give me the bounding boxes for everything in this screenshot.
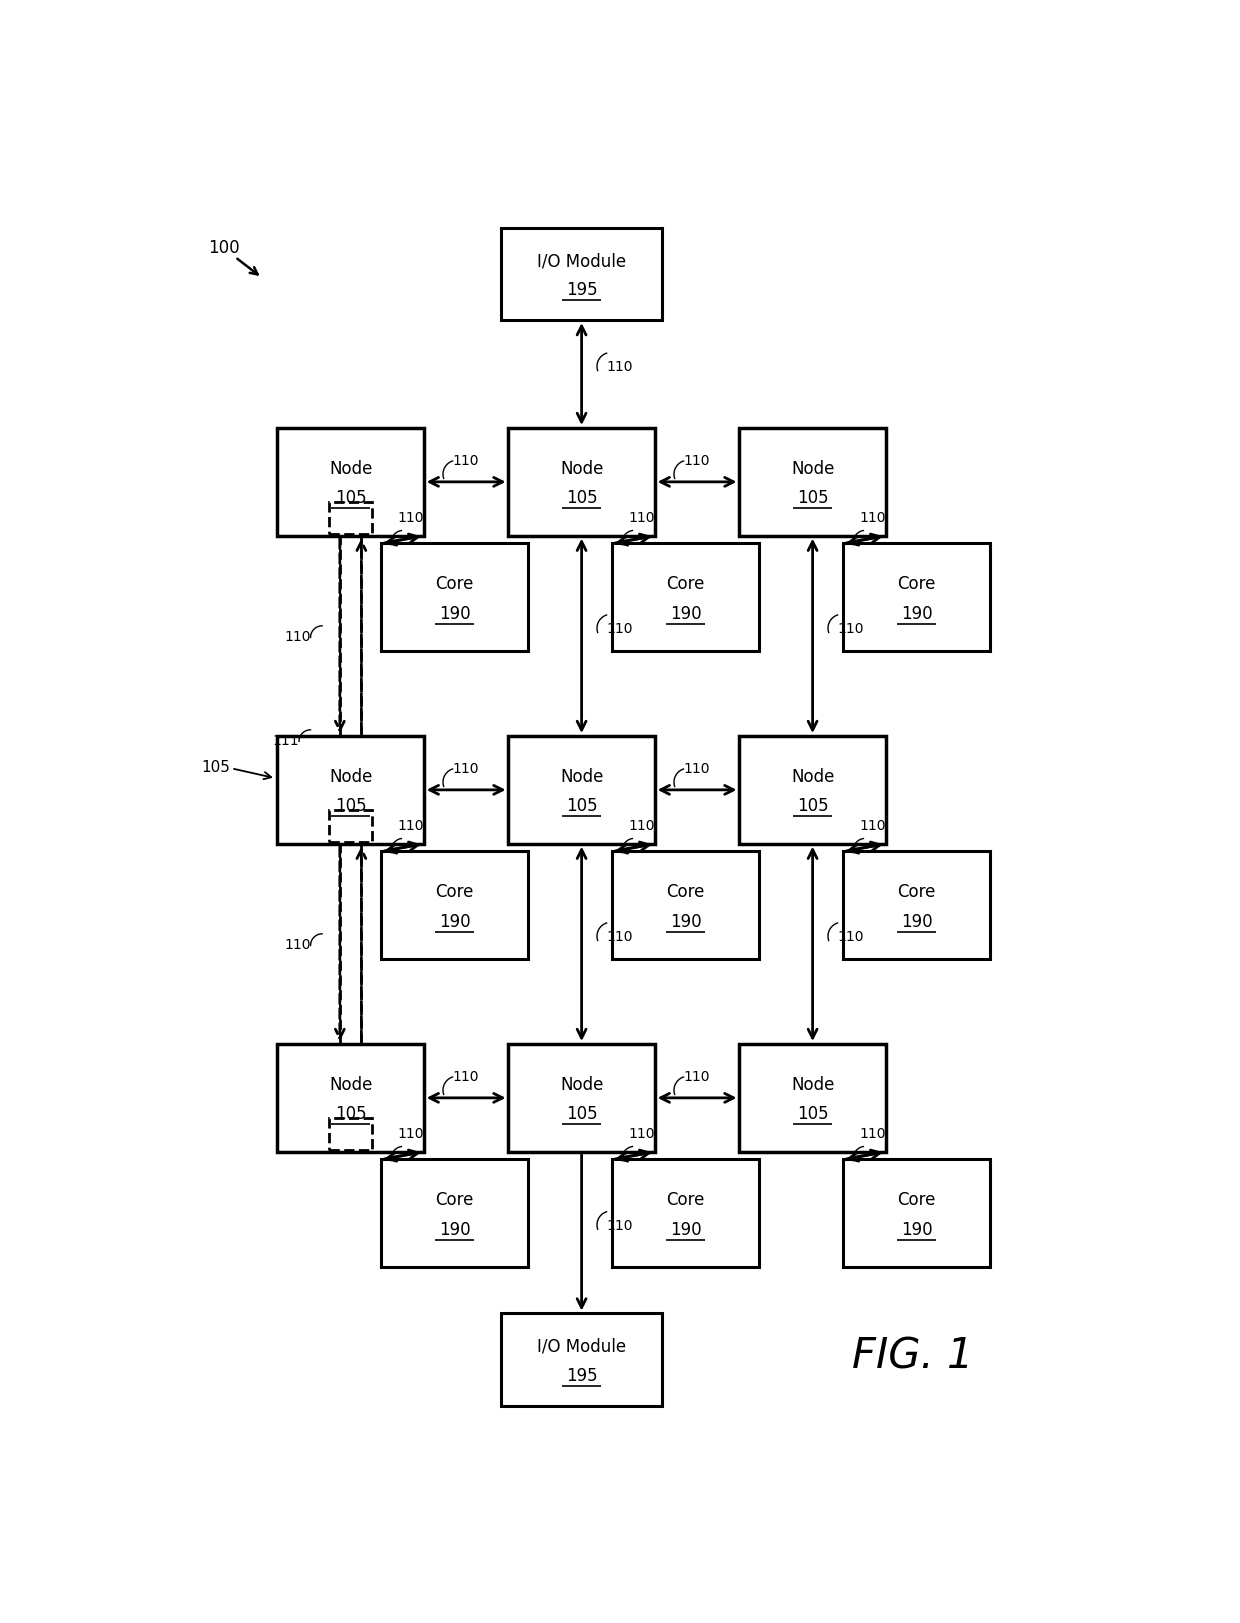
Bar: [329, 810, 372, 842]
Bar: [843, 544, 990, 652]
Text: 110: 110: [397, 510, 424, 524]
Text: Node: Node: [560, 768, 604, 786]
Text: 190: 190: [670, 604, 702, 622]
Text: 190: 190: [439, 1220, 470, 1238]
Bar: [613, 544, 759, 652]
Text: 110: 110: [284, 630, 311, 643]
Text: 110: 110: [859, 818, 885, 833]
Text: 111: 111: [273, 734, 299, 747]
Text: 190: 190: [670, 912, 702, 930]
Text: 190: 190: [439, 604, 470, 622]
Bar: [613, 1160, 759, 1268]
Text: 110: 110: [606, 360, 634, 375]
Bar: [501, 1313, 662, 1406]
Text: 105: 105: [797, 489, 828, 506]
Text: 105: 105: [335, 489, 366, 506]
Text: Core: Core: [898, 1191, 936, 1209]
Text: 190: 190: [439, 912, 470, 930]
Text: 110: 110: [627, 818, 655, 833]
Text: 105: 105: [335, 797, 366, 815]
Bar: [739, 428, 885, 537]
Text: Core: Core: [435, 575, 474, 592]
Text: Core: Core: [666, 883, 704, 901]
Text: 110: 110: [683, 454, 711, 467]
Text: Node: Node: [791, 1076, 835, 1094]
Text: Core: Core: [435, 1191, 474, 1209]
Text: 110: 110: [838, 622, 864, 636]
Text: 110: 110: [859, 1126, 885, 1139]
Text: 190: 190: [900, 1220, 932, 1238]
Bar: [508, 1044, 655, 1152]
Text: 105: 105: [565, 1105, 598, 1123]
Text: 110: 110: [397, 818, 424, 833]
Bar: [843, 852, 990, 959]
Text: 105: 105: [797, 1105, 828, 1123]
Text: Node: Node: [791, 459, 835, 477]
Bar: [382, 852, 528, 959]
Text: Core: Core: [435, 883, 474, 901]
Bar: [843, 1160, 990, 1268]
Text: 100: 100: [208, 239, 239, 256]
Bar: [329, 503, 372, 536]
Bar: [382, 544, 528, 652]
Text: Node: Node: [791, 768, 835, 786]
Text: 110: 110: [683, 1070, 711, 1084]
Text: 110: 110: [606, 1219, 634, 1232]
Text: Node: Node: [560, 459, 604, 477]
Text: Node: Node: [329, 459, 372, 477]
Text: Node: Node: [560, 1076, 604, 1094]
Bar: [613, 852, 759, 959]
Text: 110: 110: [453, 761, 480, 776]
Text: I/O Module: I/O Module: [537, 1337, 626, 1355]
Text: 105: 105: [201, 760, 231, 774]
Bar: [278, 737, 424, 844]
Text: 110: 110: [627, 510, 655, 524]
Text: 110: 110: [397, 1126, 424, 1139]
Bar: [739, 1044, 885, 1152]
Text: 110: 110: [284, 936, 311, 951]
Bar: [501, 229, 662, 321]
Text: FIG. 1: FIG. 1: [852, 1336, 973, 1376]
Text: Node: Node: [329, 1076, 372, 1094]
Bar: [278, 428, 424, 537]
Text: 105: 105: [565, 797, 598, 815]
Text: Node: Node: [329, 768, 372, 786]
Text: Core: Core: [898, 883, 936, 901]
Bar: [278, 1044, 424, 1152]
Text: 110: 110: [838, 930, 864, 943]
Text: 105: 105: [797, 797, 828, 815]
Text: 110: 110: [453, 454, 480, 467]
Text: 110: 110: [606, 930, 634, 943]
Bar: [329, 1118, 372, 1151]
Text: 110: 110: [627, 1126, 655, 1139]
Text: 110: 110: [453, 1070, 480, 1084]
Text: 110: 110: [683, 761, 711, 776]
Text: 195: 195: [565, 281, 598, 299]
Bar: [739, 737, 885, 844]
Text: 190: 190: [670, 1220, 702, 1238]
Text: Core: Core: [666, 575, 704, 592]
Text: Core: Core: [898, 575, 936, 592]
Text: 110: 110: [606, 622, 634, 636]
Text: 190: 190: [900, 912, 932, 930]
Text: 190: 190: [900, 604, 932, 622]
Text: I/O Module: I/O Module: [537, 252, 626, 269]
Text: 195: 195: [565, 1367, 598, 1384]
Text: 110: 110: [859, 510, 885, 524]
Text: 105: 105: [335, 1105, 366, 1123]
Text: 105: 105: [565, 489, 598, 506]
Bar: [382, 1160, 528, 1268]
Bar: [508, 737, 655, 844]
Text: Core: Core: [666, 1191, 704, 1209]
Bar: [508, 428, 655, 537]
